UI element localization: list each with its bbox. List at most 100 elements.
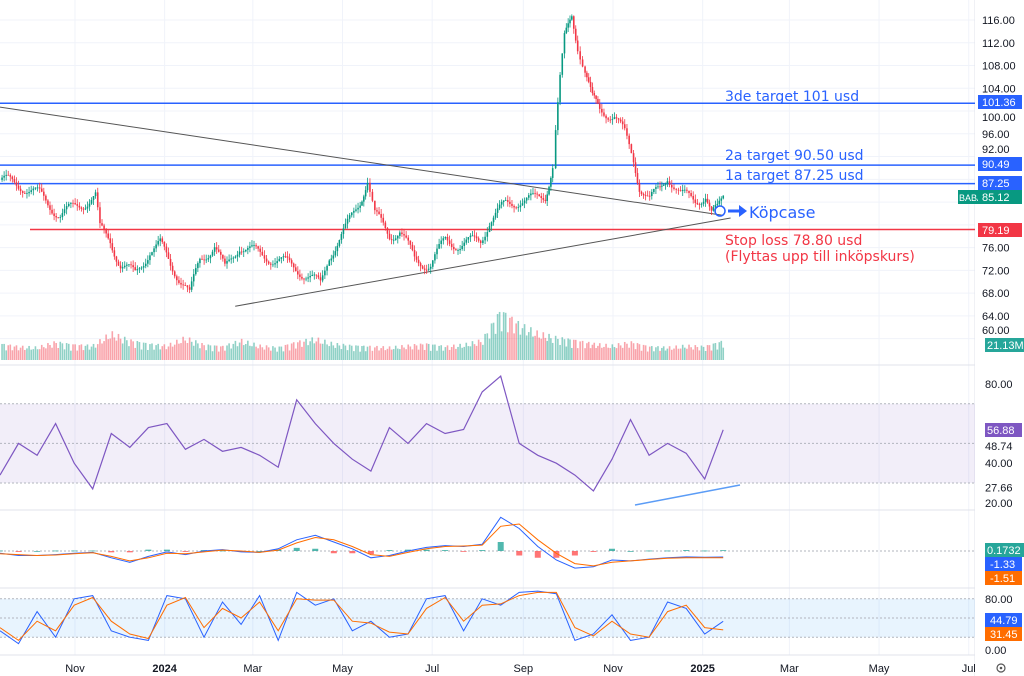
macd-histogram-bar [646, 550, 653, 552]
volume-bar [265, 345, 268, 360]
candle-body [107, 233, 109, 239]
candle-body [376, 210, 378, 212]
trend-lines[interactable] [0, 106, 731, 307]
volume-bar [259, 344, 261, 360]
candle-body [80, 207, 83, 209]
price-tick: 108.00 [982, 61, 1016, 73]
price-tick: 104.00 [982, 83, 1016, 95]
candle-body [126, 264, 128, 266]
volume-bar [297, 342, 299, 360]
target1-label[interactable]: 1a target 87.25 usd [725, 168, 864, 184]
stop-loss-label[interactable]: Stop loss 78.80 usd [725, 233, 862, 249]
volume-bar [581, 340, 584, 360]
volume-bar [405, 349, 407, 360]
volume-bar [720, 340, 723, 360]
candle-body [399, 232, 401, 236]
candle-body [640, 191, 643, 195]
svg-text:31.45: 31.45 [990, 629, 1018, 641]
volume-bar [615, 348, 618, 360]
candle-body [390, 239, 393, 241]
volume-bar [648, 346, 651, 360]
candle-body [119, 265, 122, 269]
candle-body [361, 201, 363, 206]
candle-body [317, 275, 320, 278]
volume-bar [3, 343, 5, 360]
entry-circle-icon[interactable] [714, 205, 726, 217]
candle-body [244, 249, 247, 252]
volume-bar [638, 344, 641, 360]
candle-body [192, 274, 195, 282]
volume-bar [617, 343, 620, 360]
volume-bar [45, 348, 47, 360]
volume-bar [140, 349, 143, 360]
entry-label[interactable]: Köpcase [749, 203, 815, 222]
stoch-k-line [0, 590, 724, 645]
time-tick: Jul [962, 663, 976, 675]
candle-body [313, 274, 316, 276]
candle-body [350, 212, 353, 216]
candle-body [444, 236, 447, 239]
volume-bar [500, 331, 503, 360]
candle-body [371, 191, 374, 201]
time-tick: Jul [425, 663, 439, 675]
candle-body [396, 235, 399, 239]
candle-body [486, 232, 489, 237]
volume-bar [677, 348, 680, 360]
candle-body [565, 27, 568, 34]
candle-body [607, 118, 609, 120]
candle-body [96, 192, 99, 208]
target3-label[interactable]: 3de target 101 usd [725, 89, 859, 105]
volume-bar [611, 344, 614, 360]
settings-gear-icon[interactable] [996, 663, 1006, 673]
candle-body [169, 258, 172, 266]
candle-body [336, 245, 339, 252]
macd-histogram-bar [89, 550, 96, 552]
candle-body [149, 255, 151, 261]
volume-bar [159, 349, 162, 360]
badge-rsi: 56.88 [985, 423, 1022, 437]
candle-body [363, 196, 365, 202]
candle-body [632, 153, 635, 163]
target2-label[interactable]: 2a target 90.50 usd [725, 148, 864, 164]
volume-bar [55, 342, 57, 360]
time-axis[interactable]: Nov 2024 Mar May Jul Sep Nov 2025 Mar May Jul [65, 663, 976, 675]
volume-bar [492, 322, 495, 360]
horizontal-lines[interactable] [0, 102, 975, 231]
volume-bar [698, 350, 701, 360]
volume-bar [640, 350, 643, 360]
volume-bar [344, 345, 347, 360]
candle-body [115, 256, 118, 262]
badge-target3: 101.36 [978, 95, 1022, 109]
candle-body [319, 277, 322, 281]
badge-target1: 87.25 [978, 176, 1022, 190]
volume-bar [209, 345, 212, 360]
candle-body [151, 252, 153, 256]
volume-bar [513, 333, 515, 360]
candle-body [88, 203, 91, 207]
volume-bar [24, 349, 26, 360]
volume-bar [359, 351, 361, 360]
candle-body [488, 226, 491, 233]
volume-bar [502, 312, 505, 360]
volume-bar [113, 337, 116, 360]
macd-histogram-bar [0, 550, 3, 552]
candle-body [609, 119, 612, 121]
macd-histogram-bar [497, 542, 504, 551]
candle-body [188, 287, 191, 290]
candle-body [272, 264, 274, 266]
stop-loss-note[interactable]: (Flyttas upp till inköpskurs) [725, 249, 915, 265]
volume-bar [415, 345, 418, 360]
candle-body [74, 203, 76, 205]
arrow-right-icon[interactable] [728, 205, 747, 217]
volume-bar [434, 344, 436, 360]
candle-body [589, 81, 592, 88]
candle-body [228, 259, 230, 262]
candle-body [484, 236, 486, 241]
volume-bar [661, 347, 663, 360]
volume-bar [253, 342, 255, 360]
volume-bar [563, 339, 566, 360]
candle-body [409, 240, 412, 245]
rsi-tick: 48.74 [985, 441, 1013, 453]
candle-body [144, 263, 147, 267]
